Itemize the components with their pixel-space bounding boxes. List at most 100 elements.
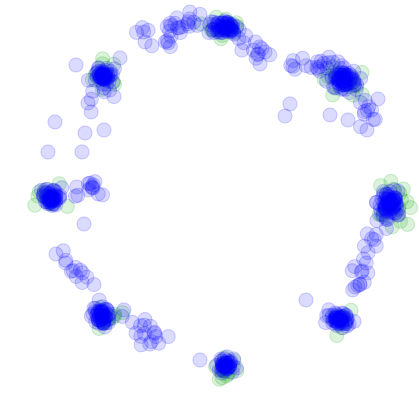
green-point [115, 305, 131, 321]
blue-point [337, 77, 353, 93]
blue-point [54, 180, 70, 196]
blue-point [72, 262, 88, 278]
green-point [376, 185, 392, 201]
blue-point [58, 255, 74, 271]
blue-point [254, 41, 270, 57]
blue-point [335, 77, 351, 93]
blue-point [262, 47, 278, 63]
blue-point [333, 81, 349, 97]
blue-point [360, 245, 376, 261]
blue-point [98, 63, 114, 78]
green-point [106, 308, 122, 324]
blue-point [91, 315, 107, 331]
blue-point [331, 315, 347, 331]
green-point [342, 79, 358, 95]
blue-point [99, 303, 115, 318]
blue-point [41, 192, 57, 207]
blue-point [376, 195, 392, 211]
blue-point [94, 65, 109, 81]
blue-point [182, 4, 198, 20]
blue-point [215, 362, 231, 378]
blue-point [95, 316, 111, 332]
blue-point [381, 186, 396, 202]
green-point [214, 27, 230, 43]
blue-point [39, 189, 55, 205]
blue-point [86, 277, 102, 293]
green-point [208, 9, 224, 25]
blue-point [217, 15, 233, 31]
blue-point [331, 76, 347, 92]
blue-point [381, 205, 397, 220]
blue-point [335, 68, 351, 84]
blue-point [80, 95, 96, 111]
blue-point [361, 99, 377, 115]
blue-point [210, 15, 226, 31]
blue-point [381, 191, 396, 207]
blue-point [52, 188, 68, 204]
blue-point [96, 122, 112, 138]
blue-point [96, 315, 112, 331]
blue-point [339, 312, 355, 328]
blue-point [379, 191, 395, 207]
blue-point [90, 63, 106, 79]
blue-point [94, 299, 110, 315]
blue-point [214, 365, 230, 381]
blue-point [335, 80, 351, 96]
green-point [386, 199, 402, 215]
green-point [215, 21, 231, 37]
blue-point [216, 23, 232, 38]
blue-point [332, 61, 348, 76]
green-point [51, 176, 67, 192]
blue-point [332, 313, 348, 329]
blue-point [44, 193, 60, 208]
blue-point [378, 221, 394, 236]
green-point [106, 74, 122, 90]
blue-point [216, 20, 231, 36]
green-point [94, 56, 110, 72]
blue-point [94, 311, 110, 327]
blue-point [223, 18, 239, 34]
green-point [229, 18, 245, 34]
blue-point [330, 70, 346, 86]
blue-point [225, 359, 241, 375]
blue-point [382, 201, 398, 217]
green-point [385, 181, 401, 197]
blue-point [338, 76, 354, 92]
green-point [91, 321, 107, 336]
green-point [208, 359, 223, 375]
green-point [375, 206, 390, 222]
blue-point [94, 68, 110, 84]
blue-point [387, 205, 403, 221]
blue-point [44, 193, 60, 209]
blue-point [341, 68, 357, 84]
blue-point [390, 183, 406, 199]
blue-point [282, 96, 298, 112]
blue-point [344, 263, 360, 279]
blue-point [359, 122, 375, 138]
blue-point [338, 316, 354, 332]
blue-point [217, 358, 233, 374]
blue-point [124, 314, 140, 330]
blue-point [221, 15, 237, 31]
blue-point [214, 361, 230, 377]
blue-point [295, 50, 310, 66]
blue-point [40, 144, 56, 160]
green-point [399, 194, 415, 210]
blue-point [218, 356, 234, 372]
blue-point [219, 361, 235, 377]
blue-point [219, 16, 235, 32]
blue-point [48, 184, 63, 200]
blue-point [329, 314, 345, 330]
blue-point [91, 292, 107, 308]
blue-point [309, 59, 325, 75]
blue-point [182, 11, 198, 27]
blue-point [96, 71, 112, 87]
blue-point [321, 307, 337, 323]
blue-point [201, 25, 217, 40]
blue-point [180, 14, 196, 30]
blue-point [225, 22, 241, 38]
blue-point [335, 309, 351, 325]
blue-point [51, 190, 67, 205]
blue-point [216, 351, 232, 367]
